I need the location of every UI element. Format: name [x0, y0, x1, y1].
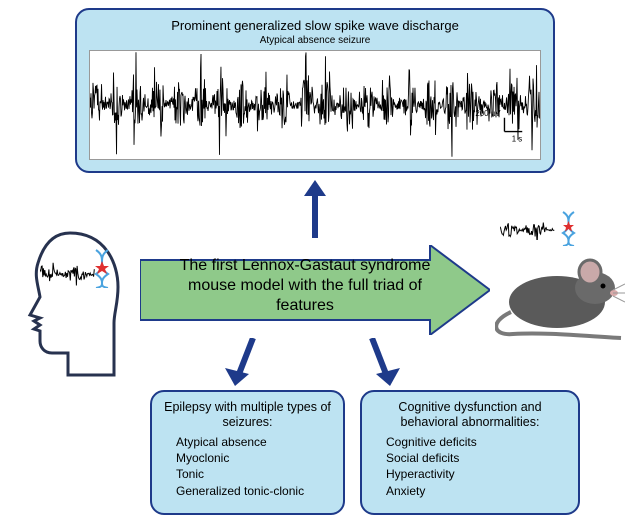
scale-time: 1 s: [512, 134, 523, 143]
cognitive-title: Cognitive dysfunction and behavioral abn…: [374, 400, 566, 430]
list-item: Social deficits: [386, 450, 566, 466]
list-item: Cognitive deficits: [386, 434, 566, 450]
eeg-title: Prominent generalized slow spike wave di…: [89, 18, 541, 33]
scale-voltage: 200 µV: [475, 109, 501, 118]
seizures-panel: Epilepsy with multiple types of seizures…: [150, 390, 345, 515]
mouse-icon: [495, 230, 625, 340]
human-head-icon: [10, 225, 135, 385]
list-item: Myoclonic: [176, 450, 331, 466]
eeg-waveform-box: 200 µV 1 s: [89, 50, 541, 160]
list-item: Atypical absence: [176, 434, 331, 450]
mouse-dna-icon: [560, 210, 578, 246]
list-item: Generalized tonic-clonic: [176, 483, 331, 499]
list-item: Anxiety: [386, 483, 566, 499]
head-dna-icon: [92, 248, 112, 288]
arrow-up-icon: [300, 180, 330, 238]
arrow-down-right-icon: [360, 338, 400, 390]
seizures-title: Epilepsy with multiple types of seizures…: [164, 400, 331, 430]
cognitive-panel: Cognitive dysfunction and behavioral abn…: [360, 390, 580, 515]
eeg-subtitle: Atypical absence seizure: [89, 35, 541, 46]
list-item: Hyperactivity: [386, 466, 566, 482]
seizures-list: Atypical absence Myoclonic Tonic General…: [164, 434, 331, 499]
eeg-panel: Prominent generalized slow spike wave di…: [75, 8, 555, 173]
head-eeg-icon: [40, 262, 95, 286]
arrow-down-left-icon: [225, 338, 265, 390]
center-label: The first Lennox-Gastaut syndrome mouse …: [175, 256, 435, 316]
eeg-waveform: 200 µV 1 s: [90, 51, 540, 159]
mouse-eeg-icon: [500, 220, 555, 240]
list-item: Tonic: [176, 466, 331, 482]
cognitive-list: Cognitive deficits Social deficits Hyper…: [374, 434, 566, 499]
